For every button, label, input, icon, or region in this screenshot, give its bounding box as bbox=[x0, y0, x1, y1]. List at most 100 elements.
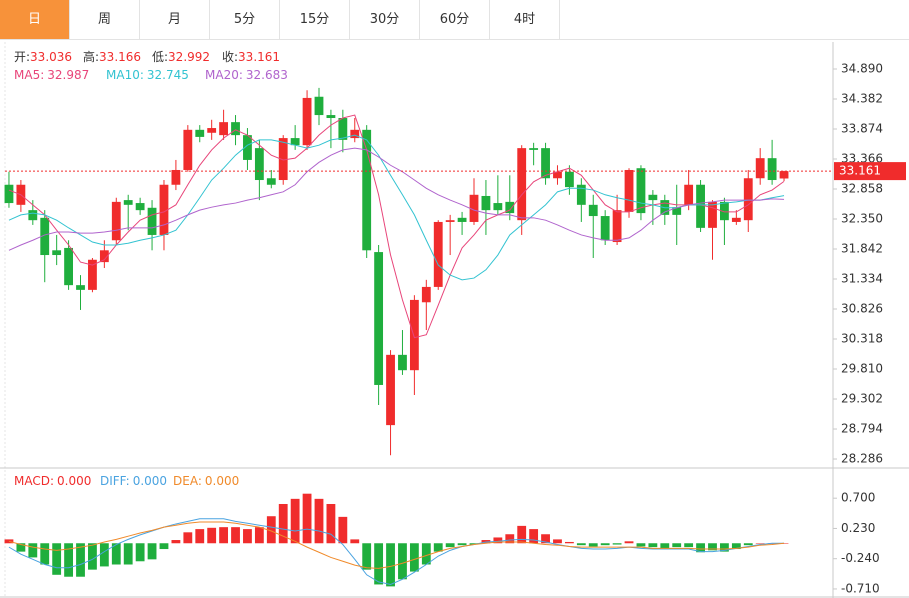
legend-entry: DIFF: 0.000 bbox=[100, 474, 167, 488]
y-tick-label: 0.700 bbox=[841, 491, 875, 505]
macd-bar bbox=[624, 541, 634, 544]
candle-body bbox=[600, 216, 610, 241]
period-tabs: 日周月 5分 15分 30分 60分 4时 bbox=[0, 0, 909, 40]
y-tick-label: 33.874 bbox=[841, 121, 883, 135]
indicator-line bbox=[8, 521, 785, 569]
legend-value: 32.987 bbox=[47, 68, 89, 82]
macd-bar bbox=[278, 503, 288, 544]
y-tick-label: 30.318 bbox=[841, 332, 883, 346]
candle-body bbox=[266, 178, 276, 185]
macd-bar bbox=[755, 543, 765, 544]
legend-entry: DEA: 0.000 bbox=[173, 474, 239, 488]
y-tick-label: 34.890 bbox=[841, 61, 883, 75]
period-tab[interactable]: 60分 bbox=[420, 0, 490, 39]
legend-name: DIFF: bbox=[100, 474, 130, 488]
candle-body bbox=[326, 115, 336, 119]
ohlc-entry: 高:33.166 bbox=[83, 49, 141, 64]
macd-bar bbox=[159, 543, 169, 550]
candle-body bbox=[576, 184, 586, 205]
legend-name: MA10: bbox=[106, 68, 144, 82]
ohlc-label: 低: bbox=[152, 50, 168, 64]
macd-bar bbox=[469, 543, 479, 545]
macd-bar bbox=[684, 543, 694, 548]
macd-bar bbox=[350, 539, 360, 544]
legend-name: MA20: bbox=[205, 68, 243, 82]
period-tab[interactable]: 月 bbox=[140, 0, 210, 39]
macd-bar bbox=[660, 543, 670, 549]
y-tick-label: 34.382 bbox=[841, 91, 883, 105]
y-tick-label: -0.240 bbox=[841, 551, 880, 565]
macd-bar bbox=[123, 543, 133, 565]
candle-body bbox=[64, 247, 73, 286]
macd-bar bbox=[76, 543, 85, 577]
macd-bar bbox=[708, 543, 717, 551]
candle-body bbox=[731, 217, 741, 222]
macd-bar bbox=[219, 527, 229, 544]
candle-body bbox=[636, 168, 646, 214]
period-tab[interactable]: 30分 bbox=[350, 0, 420, 39]
y-tick-label: -0.710 bbox=[841, 581, 880, 595]
y-tick-label: 0.230 bbox=[841, 521, 875, 535]
candle-body bbox=[28, 210, 38, 221]
macd-bar bbox=[314, 498, 324, 544]
period-tab[interactable]: 15分 bbox=[280, 0, 350, 39]
period-tab[interactable]: 4时 bbox=[490, 0, 560, 39]
y-tick-label: 29.302 bbox=[841, 392, 883, 406]
indicator-line bbox=[8, 147, 785, 251]
y-tick-label: 32.350 bbox=[841, 212, 883, 226]
macd-bar bbox=[111, 543, 121, 565]
candle-body bbox=[314, 96, 324, 116]
period-tab[interactable]: 5分 bbox=[210, 0, 280, 39]
candle-body bbox=[76, 285, 85, 290]
candle-body bbox=[111, 201, 121, 241]
macd-bar bbox=[171, 540, 181, 544]
legend-name: MA5: bbox=[14, 68, 44, 82]
candle-body bbox=[207, 128, 217, 133]
legend-entry: MA20: 32.683 bbox=[205, 68, 288, 82]
candle-body bbox=[219, 122, 229, 136]
last-price-label: 33.161 bbox=[839, 164, 881, 178]
y-tick-label: 33.366 bbox=[841, 151, 883, 165]
macd-bar bbox=[88, 543, 97, 570]
candle-body bbox=[386, 354, 395, 426]
legend-value: 0.000 bbox=[57, 474, 91, 488]
candle-body bbox=[541, 148, 550, 179]
macd-bar bbox=[99, 543, 109, 567]
period-tab[interactable]: 日 bbox=[0, 0, 70, 39]
candle-body bbox=[779, 171, 789, 179]
y-tick-label: 28.794 bbox=[841, 422, 883, 436]
period-tab[interactable]: 周 bbox=[70, 0, 140, 39]
macd-bar bbox=[386, 543, 395, 587]
candle-body bbox=[433, 221, 443, 287]
candle-body bbox=[529, 148, 539, 150]
macd-bar bbox=[362, 543, 372, 570]
candle-body bbox=[338, 118, 348, 140]
legend-value: 32.745 bbox=[147, 68, 189, 82]
macd-bar bbox=[243, 529, 252, 544]
macd-bar bbox=[326, 503, 336, 544]
candle-body bbox=[4, 184, 14, 204]
candle-body bbox=[505, 201, 515, 214]
macd-bar bbox=[720, 543, 729, 552]
macd-bar bbox=[445, 543, 455, 548]
candle-body bbox=[409, 299, 419, 371]
y-tick-label: 28.286 bbox=[841, 452, 883, 466]
macd-bar bbox=[409, 543, 419, 572]
candle-body bbox=[553, 171, 562, 179]
candle-body bbox=[517, 148, 527, 221]
macd-bar bbox=[64, 543, 73, 577]
candle-body bbox=[171, 169, 181, 185]
macd-bar bbox=[576, 543, 586, 546]
macd-bar bbox=[648, 543, 658, 548]
candle-body bbox=[231, 122, 240, 136]
macd-bar bbox=[433, 543, 443, 552]
macd-bar bbox=[541, 534, 550, 544]
candle-body bbox=[147, 207, 157, 235]
macd-bar bbox=[636, 543, 646, 547]
ohlc-label: 开: bbox=[14, 50, 30, 64]
macd-bar bbox=[290, 498, 300, 544]
candle-body bbox=[159, 184, 169, 235]
macd-bar bbox=[457, 543, 467, 546]
